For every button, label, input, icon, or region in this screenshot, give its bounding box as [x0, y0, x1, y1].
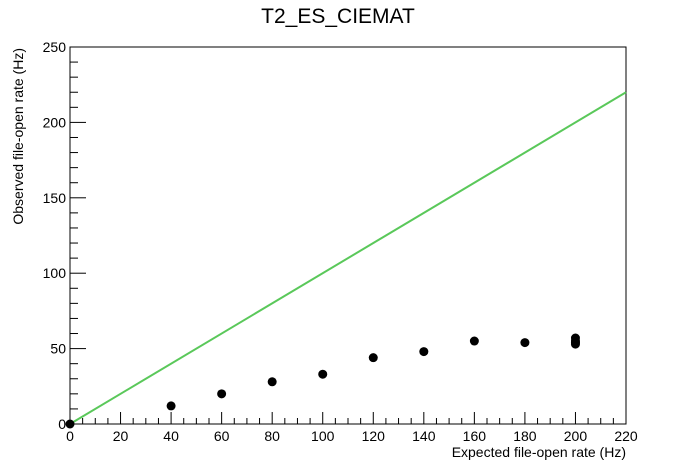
data-point: [318, 369, 328, 379]
x-axis-title: Expected file-open rate (Hz): [452, 444, 626, 460]
data-point: [65, 419, 75, 429]
x-tick-label: 120: [362, 428, 386, 444]
x-tick-label: 20: [113, 428, 129, 444]
x-tick-label: 200: [564, 428, 588, 444]
x-tick-label: 180: [513, 428, 537, 444]
data-point: [469, 336, 479, 346]
y-tick-label: 50: [50, 341, 66, 357]
x-tick-label: 40: [163, 428, 179, 444]
reference-line: [69, 91, 627, 425]
y-tick-label: 150: [43, 190, 67, 206]
x-tick-label: 60: [214, 428, 230, 444]
axis-ticks: [69, 46, 627, 425]
data-point: [570, 339, 580, 349]
reference-lines: [69, 91, 627, 425]
data-point: [166, 401, 176, 411]
x-tick-label: 0: [66, 428, 74, 444]
x-tick-labels: 0 20 40 60 80 100 120 140 160 180 200 220: [66, 428, 638, 444]
data-point: [520, 338, 530, 348]
data-point: [217, 389, 227, 399]
data-point: [419, 347, 429, 357]
data-points: [65, 333, 580, 429]
x-tick-label: 220: [614, 428, 638, 444]
x-tick-label: 100: [311, 428, 335, 444]
x-tick-label: 140: [412, 428, 436, 444]
y-tick-label: 100: [43, 265, 67, 281]
chart-title: T2_ES_CIEMAT: [261, 5, 415, 28]
data-point: [368, 353, 378, 363]
y-tick-label: 250: [43, 39, 67, 55]
x-tick-label: 80: [264, 428, 280, 444]
data-point: [267, 377, 277, 387]
plot-frame: [69, 46, 627, 425]
y-tick-label: 200: [43, 114, 67, 130]
y-tick-labels: 0 50 100 150 200 250: [43, 39, 67, 432]
x-tick-label: 160: [463, 428, 487, 444]
y-axis-title: Observed file-open rate (Hz): [10, 48, 26, 225]
y-tick-label: 0: [58, 416, 66, 432]
